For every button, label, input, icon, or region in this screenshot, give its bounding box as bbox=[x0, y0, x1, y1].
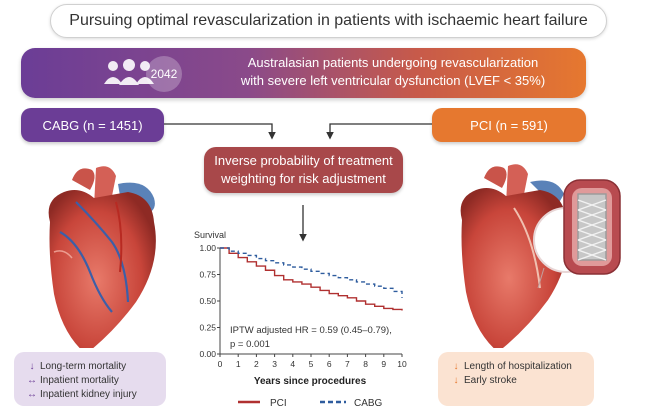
cabg-outcome-text: Inpatient mortality bbox=[40, 375, 119, 386]
pci-outcomes-box: ↓ Length of hospitalization ↓ Early stroke bbox=[438, 352, 594, 406]
y-tick-label: 0.50 bbox=[199, 296, 216, 306]
cabg-outcome-item: ↔ Inpatient kidney injury bbox=[24, 388, 156, 402]
x-tick-label: 4 bbox=[290, 359, 295, 369]
chart-xlabel: Years since procedures bbox=[254, 376, 367, 387]
heart-cabg-illustration bbox=[48, 166, 156, 348]
survival-chart: Survival 0.00 0.25 0.50 0.75 1.00 0 1 2 3 4 5 6 7 8 9… bbox=[194, 230, 407, 409]
chart-ylabel: Survival bbox=[194, 230, 226, 240]
cabg-outcome-text: Long-term mortality bbox=[40, 361, 127, 372]
down-arrow-icon: ↓ bbox=[453, 375, 459, 386]
down-arrow-icon: ↓ bbox=[29, 361, 35, 372]
cabg-connector-arrow bbox=[164, 123, 276, 140]
pci-outcome-text: Length of hospitalization bbox=[464, 361, 572, 372]
pci-outcome-item: ↓ Length of hospitalization bbox=[448, 360, 584, 374]
pci-outcome-text: Early stroke bbox=[464, 375, 517, 386]
left-right-arrow-icon: ↔ bbox=[27, 389, 37, 400]
x-tick-label: 1 bbox=[236, 359, 241, 369]
y-tick-label: 1.00 bbox=[199, 243, 216, 253]
cabg-arm-box: CABG (n = 1451) bbox=[21, 108, 164, 142]
x-tick-label: 8 bbox=[363, 359, 368, 369]
legend-pci-label: PCI bbox=[270, 398, 287, 409]
page-title: Pursuing optimal revascularization in pa… bbox=[69, 12, 588, 29]
x-tick-label: 7 bbox=[345, 359, 350, 369]
x-axis: 0 1 2 3 4 5 6 7 8 9 10 bbox=[218, 353, 407, 369]
x-tick-label: 5 bbox=[309, 359, 314, 369]
hr-annotation-line-2: p = 0.001 bbox=[230, 339, 270, 350]
cabg-outcome-text: Inpatient kidney injury bbox=[40, 389, 137, 400]
people-icon bbox=[104, 59, 154, 85]
y-tick-label: 0.00 bbox=[199, 349, 216, 359]
hr-annotation-line-1: IPTW adjusted HR = 0.59 (0.45–0.79), bbox=[230, 325, 392, 336]
pci-survival-line bbox=[220, 247, 403, 311]
y-tick-label: 0.75 bbox=[199, 270, 216, 280]
population-line-1: Australasian patients undergoing revascu… bbox=[247, 55, 539, 70]
x-tick-label: 9 bbox=[381, 359, 386, 369]
cabg-arm-label: CABG (n = 1451) bbox=[42, 117, 143, 133]
legend-cabg-label: CABG bbox=[354, 398, 383, 409]
title-box: Pursuing optimal revascularization in pa… bbox=[50, 4, 607, 38]
cabg-outcome-item: ↔ Inpatient mortality bbox=[24, 374, 156, 388]
pci-arm-label: PCI (n = 591) bbox=[470, 117, 548, 133]
cabg-survival-line bbox=[220, 247, 403, 298]
x-tick-label: 10 bbox=[397, 359, 407, 369]
pci-connector-arrow bbox=[326, 123, 432, 140]
iptw-box: Inverse probability of treatment weighti… bbox=[204, 147, 403, 193]
y-axis: 0.00 0.25 0.50 0.75 1.00 bbox=[199, 243, 221, 359]
heart-pci-stent-illustration bbox=[460, 164, 621, 348]
left-right-arrow-icon: ↔ bbox=[27, 375, 37, 386]
down-arrow-icon: ↓ bbox=[453, 361, 459, 372]
population-banner: 2042 Australasian patients undergoing re… bbox=[21, 48, 586, 98]
patient-count-badge: 2042 bbox=[146, 56, 182, 92]
iptw-line-2: weighting for risk adjustment bbox=[221, 171, 386, 186]
x-tick-label: 6 bbox=[327, 359, 332, 369]
x-tick-label: 3 bbox=[272, 359, 277, 369]
cabg-outcomes-box: ↓ Long-term mortality ↔ Inpatient mortality… bbox=[14, 352, 166, 406]
y-tick-label: 0.25 bbox=[199, 323, 216, 333]
population-line-2: with severe left ventricular dysfunction… bbox=[240, 73, 546, 88]
series-lines bbox=[220, 247, 403, 311]
cabg-outcome-item: ↓ Long-term mortality bbox=[24, 360, 156, 374]
x-tick-label: 2 bbox=[254, 359, 259, 369]
pci-arm-box: PCI (n = 591) bbox=[432, 108, 586, 142]
x-tick-label: 0 bbox=[218, 359, 223, 369]
iptw-line-1: Inverse probability of treatment bbox=[214, 153, 393, 168]
population-description: Australasian patients undergoing revascu… bbox=[203, 54, 583, 90]
pci-outcome-item: ↓ Early stroke bbox=[448, 374, 584, 388]
